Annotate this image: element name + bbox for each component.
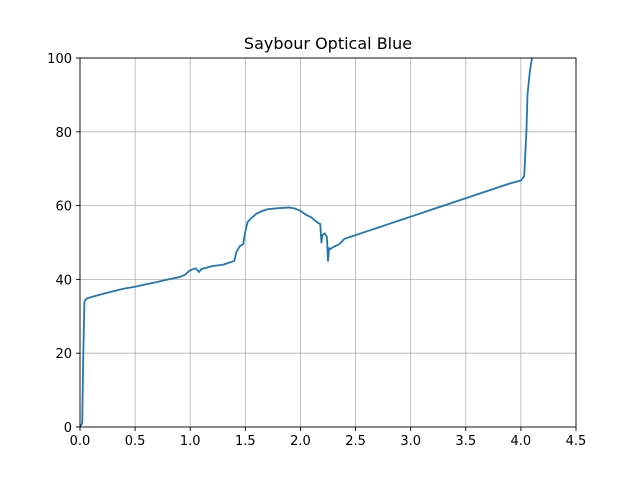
series-line-0 <box>79 57 533 428</box>
plot-frame <box>79 57 577 428</box>
y-tick-label-0: 0 <box>64 421 72 436</box>
axes-group: 0.0 0.5 1.0 1.5 2.0 2.5 3.0 3.5 4.0 4.5 0 20 40 60 80 1… <box>47 52 586 449</box>
y-tick-label-5: 100 <box>47 52 72 67</box>
series-group <box>79 57 533 428</box>
x-tick-label-8: 4.0 <box>511 434 532 449</box>
y-tick-label-1: 20 <box>55 347 72 362</box>
x-tick-label-0: 0.0 <box>70 434 91 449</box>
x-tick-label-6: 3.0 <box>400 434 421 449</box>
x-tick-label-2: 1.0 <box>180 434 201 449</box>
chart-title: Saybour Optical Blue <box>244 34 412 53</box>
x-tick-label-5: 2.5 <box>345 434 366 449</box>
x-tick-label-4: 2.0 <box>290 434 311 449</box>
y-tick-label-2: 40 <box>55 273 72 288</box>
x-tick-label-1: 0.5 <box>125 434 146 449</box>
x-tick-label-3: 1.5 <box>235 434 256 449</box>
x-tick-label-9: 4.5 <box>566 434 587 449</box>
y-tick-label-3: 60 <box>55 200 72 215</box>
y-tick-label-4: 80 <box>55 126 72 141</box>
x-tick-label-7: 3.5 <box>455 434 476 449</box>
